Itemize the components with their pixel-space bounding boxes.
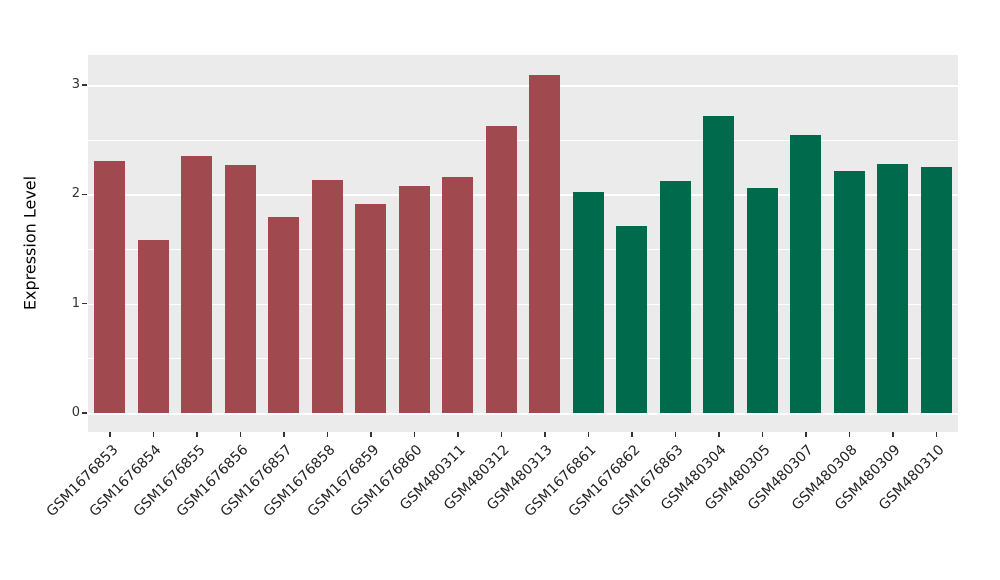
x-tick-mark: [544, 432, 546, 437]
x-tick-label: GSM480307: [745, 442, 818, 514]
y-tick-label: 2: [71, 186, 80, 202]
x-tick-label: GSM1676853: [43, 442, 122, 520]
x-tick-mark: [500, 432, 502, 437]
y-tick-label: 3: [71, 77, 80, 93]
minor-gridline: [88, 249, 958, 250]
bar-GSM1676860: [398, 185, 430, 413]
bar-GSM480311: [442, 176, 474, 413]
bar-GSM480308: [833, 171, 865, 413]
x-tick-mark: [370, 432, 372, 437]
x-tick-mark: [848, 432, 850, 437]
x-tick-label: GSM1676856: [173, 442, 252, 520]
x-tick-label: GSM1676858: [260, 442, 339, 520]
y-tick-label: 1: [71, 295, 80, 311]
x-tick-mark: [457, 432, 459, 437]
bar-GSM1676863: [659, 181, 691, 413]
y-tick-mark: [82, 84, 87, 86]
minor-gridline: [88, 358, 958, 360]
x-tick-mark: [109, 432, 111, 437]
major-gridline: [88, 85, 958, 87]
x-tick-label: GSM480305: [701, 442, 774, 514]
x-tick-label: GSM1676863: [608, 442, 687, 520]
bar-GSM1676856: [224, 164, 256, 413]
x-tick-label: GSM1676860: [347, 442, 426, 520]
y-tick-label: 0: [71, 405, 80, 420]
plot-panel: [88, 55, 958, 432]
x-tick-label: GSM480310: [875, 442, 948, 514]
x-tick-mark: [326, 432, 328, 437]
x-tick-mark: [239, 432, 241, 437]
y-axis-title: Expression Level: [20, 175, 40, 311]
minor-gridline: [88, 139, 958, 141]
x-tick-mark: [718, 432, 720, 437]
bar-GSM480313: [529, 75, 561, 413]
x-tick-label: GSM1676861: [521, 442, 600, 520]
x-tick-label: GSM1676857: [217, 442, 296, 520]
x-tick-mark: [805, 432, 807, 437]
bar-GSM480305: [746, 187, 778, 413]
x-tick-mark: [587, 432, 589, 437]
x-tick-mark: [674, 432, 676, 437]
bar-GSM480309: [877, 163, 909, 413]
major-gridline: [88, 413, 958, 415]
x-tick-mark: [283, 432, 285, 437]
bar-GSM1676858: [311, 180, 343, 413]
x-tick-label: GSM1676859: [304, 442, 383, 520]
bar-GSM480310: [920, 167, 952, 413]
bar-GSM480312: [485, 125, 517, 413]
y-tick-mark: [82, 302, 87, 305]
x-tick-mark: [196, 432, 198, 437]
x-tick-mark: [935, 432, 937, 437]
bar-GSM1676854: [137, 240, 169, 413]
x-tick-label: GSM480309: [832, 442, 905, 514]
bar-GSM1676862: [616, 226, 648, 413]
x-tick-mark: [152, 432, 154, 437]
x-tick-mark: [631, 432, 633, 437]
bar-GSM1676855: [181, 156, 213, 413]
bar-GSM480304: [703, 115, 735, 413]
x-tick-mark: [413, 432, 415, 437]
major-gridline: [88, 194, 958, 196]
x-tick-label: GSM480308: [788, 442, 861, 514]
major-gridline: [88, 303, 958, 306]
x-tick-label: GSM1676862: [565, 442, 644, 520]
x-tick-label: GSM480304: [658, 442, 731, 514]
x-tick-mark: [892, 432, 894, 437]
x-tick-label: GSM480312: [440, 442, 513, 514]
bar-GSM1676859: [355, 204, 387, 413]
bar-GSM480307: [790, 135, 822, 413]
y-tick-mark: [82, 412, 87, 414]
bar-GSM1676853: [94, 160, 126, 413]
x-tick-label: GSM480313: [484, 442, 557, 514]
bar-GSM1676857: [268, 217, 300, 413]
x-tick-mark: [761, 432, 763, 437]
x-tick-label: GSM1676854: [86, 442, 165, 520]
bar-GSM1676861: [572, 192, 604, 413]
y-tick-mark: [82, 193, 87, 196]
x-tick-label: GSM1676855: [130, 442, 209, 520]
x-tick-label: GSM480311: [397, 442, 470, 514]
